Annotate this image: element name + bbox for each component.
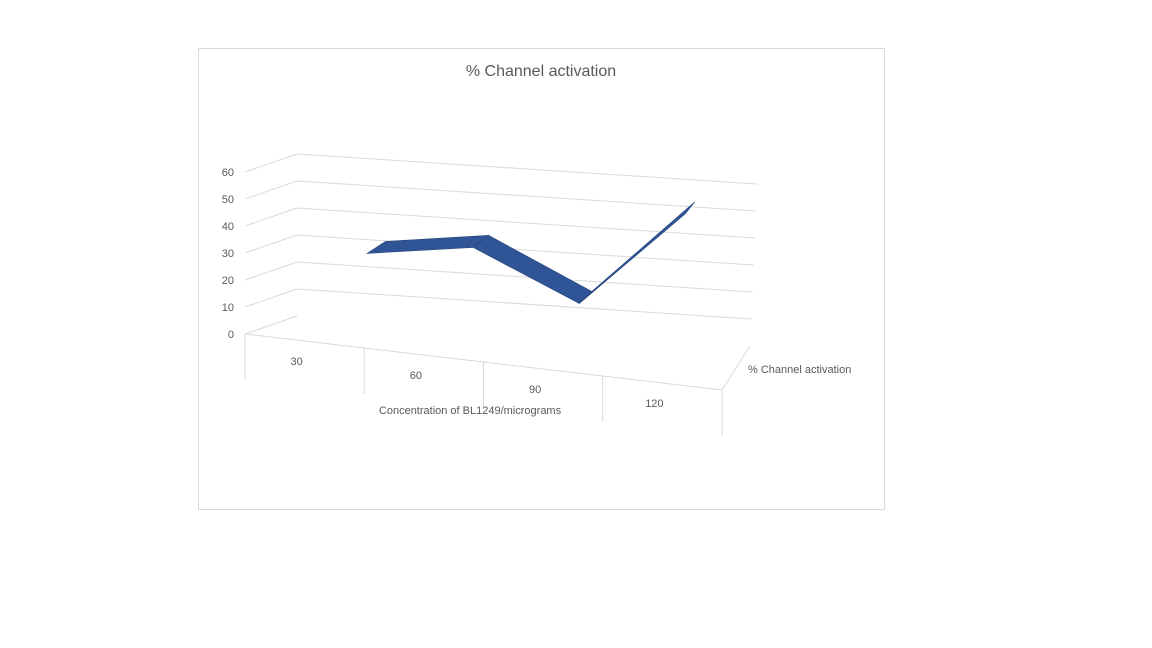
y-tick-label: 60: [222, 167, 234, 179]
series-segment: [365, 235, 490, 254]
gridlines: [244, 153, 758, 320]
y-tick-label: 40: [222, 221, 234, 233]
floor-left-edge: [244, 315, 298, 335]
series-axis-label: % Channel activation: [748, 364, 851, 376]
gridline: [244, 288, 752, 320]
y-tick-label: 30: [222, 248, 234, 260]
chart-title: % Channel activation: [466, 63, 616, 80]
floor-right-edge: [721, 345, 751, 391]
gridline: [244, 261, 753, 293]
y-tick-label: 20: [222, 275, 234, 287]
x-axis-ticks: 30 60 90 120: [291, 356, 664, 410]
x-tick-label: 30: [291, 356, 303, 368]
series-ribbon: [365, 201, 696, 304]
floor: [244, 315, 751, 436]
series-segment: [472, 235, 593, 304]
y-tick-label: 0: [228, 329, 234, 341]
y-tick-label: 50: [222, 194, 234, 206]
series-segment: [579, 201, 696, 304]
gridline: [244, 234, 754, 266]
y-tick-label: 10: [222, 302, 234, 314]
x-tick-label: 120: [645, 398, 663, 410]
gridline: [244, 180, 756, 212]
y-axis-ticks: 0 10 20 30 40 50 60: [222, 167, 234, 341]
x-tick-label: 90: [529, 384, 541, 396]
x-tick-label: 60: [410, 370, 422, 382]
gridline: [244, 153, 758, 185]
gridline: [244, 207, 755, 239]
x-axis-title: Concentration of BL1249/micrograms: [379, 405, 562, 417]
